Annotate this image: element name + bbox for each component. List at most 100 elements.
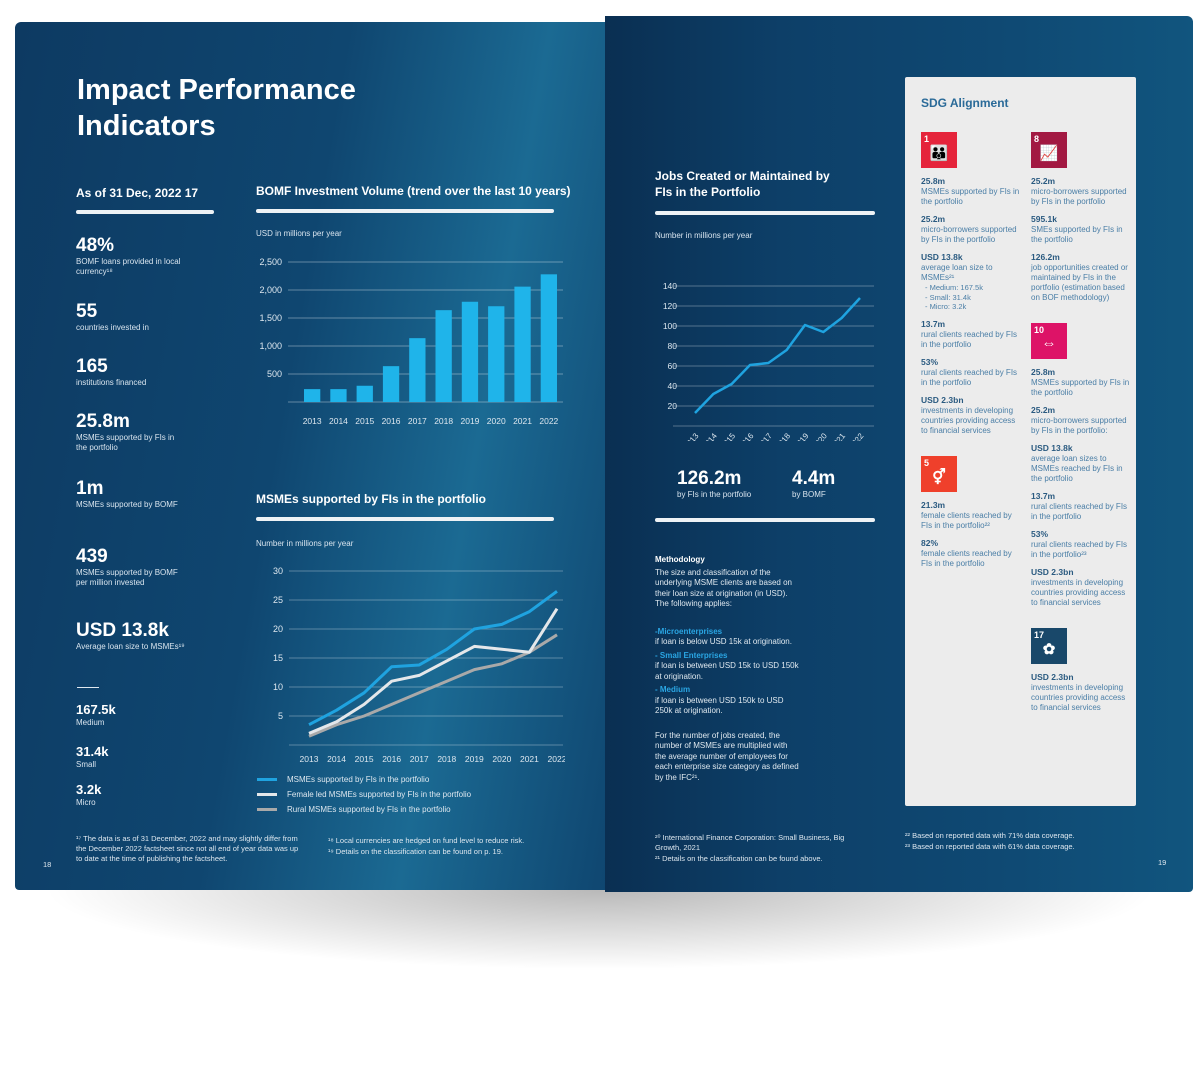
footnote: ¹⁷ The data is as of 31 December, 2022 a… — [76, 834, 299, 863]
sdg-goal-number: 5 — [924, 457, 930, 468]
reduced-inequalities-icon: ⇔ — [1041, 335, 1057, 352]
bar — [356, 385, 373, 402]
legend-swatch — [257, 808, 277, 811]
bar — [514, 286, 531, 402]
sdg-metric: 25.8m MSMEs supported by FIs in the portf… — [1031, 367, 1131, 398]
jobs-chart-unit: Number in millions per year — [655, 231, 753, 240]
sdg-metric-subitem: - Medium: 167.5k — [925, 283, 983, 292]
sdg-metric: USD 13.8k average loan sizes to MSMEs rea… — [1031, 443, 1131, 484]
legend-label: MSMEs supported by FIs in the portfolio — [287, 775, 430, 784]
footnote: ²¹ Details on the classification can be … — [655, 854, 823, 863]
stat-label: Average loan size to MSMEs¹⁹ — [76, 642, 185, 651]
sdg-metric-value: 13.7m — [921, 318, 946, 329]
x-tick-label: 2013 — [682, 431, 701, 441]
sdg-metric: 53% rural clients reached by FIs in the p… — [921, 357, 1021, 388]
jobs-stat: 4.4m by BOMF — [792, 468, 902, 500]
jobs-stat: 126.2m by FIs in the portfolio — [677, 468, 787, 500]
classification-name: - Medium — [655, 685, 691, 694]
sdg-metric: 82% female clients reached by FIs in the … — [921, 538, 1021, 569]
sdg-metric-text: SMEs supported by FIs in the portfolio — [1031, 225, 1123, 244]
sdg-metric-text: investments in developing countries prov… — [921, 405, 1016, 435]
y-tick-label: 40 — [668, 381, 678, 391]
sdg-goal-block: 1 👪 25.8m MSMEs supported by FIs in the por… — [921, 132, 1021, 436]
sdg-goal-number: 1 — [924, 134, 930, 144]
bar-chart-unit: USD in millions per year — [256, 229, 342, 238]
bar — [540, 274, 557, 402]
footnote: ¹⁸ Local currencies are hedged on fund l… — [328, 836, 525, 845]
x-tick-label: 2020 — [487, 416, 506, 426]
x-tick-label: 2017 — [410, 754, 429, 764]
x-tick-label: 2016 — [382, 416, 401, 426]
jobs-stat-label: by FIs in the portfolio — [677, 490, 752, 499]
x-tick-label: 2020 — [811, 431, 830, 441]
classification-text: if loan is between USD 15k to USD 150k a… — [655, 661, 799, 681]
sdg-metric-value: USD 2.3bn — [1031, 672, 1074, 682]
y-tick-label: 30 — [273, 566, 283, 576]
sdg-metric-value: 21.3m — [921, 499, 946, 510]
sdg-metric-value: 25.8m — [921, 176, 946, 186]
legend-label: Rural MSMEs supported by FIs in the port… — [287, 805, 451, 814]
sdg-goal-number: 10 — [1034, 325, 1045, 335]
sdg-metric-text: rural clients reached by FIs in the port… — [921, 329, 1018, 349]
sdg-metric-text: MSMEs supported by FIs in the portfolio — [1031, 378, 1130, 397]
y-tick-label: 2,500 — [259, 257, 282, 267]
x-tick-label: 2014 — [701, 431, 720, 441]
sdg-metric: 126.2m job opportunities created or maint… — [1031, 252, 1131, 303]
classification-item: - Medium if loan is between USD 150k to U… — [655, 685, 800, 717]
divider — [256, 209, 554, 213]
methodology-heading: Methodology — [655, 555, 705, 564]
bar — [461, 301, 479, 402]
sdg-metric: 25.2m micro-borrowers supported by FIs in… — [1031, 405, 1131, 436]
classification-list: -Microenterprises if loan is below USD 15… — [655, 627, 800, 717]
left-page: Impact Performance Indicators As of 31 D… — [15, 22, 607, 890]
sdg-metric-value: 53% — [1031, 529, 1049, 539]
jobs-chart-title: Jobs Created or Maintained by FIs in the… — [655, 169, 830, 199]
sdg-metric-subitem: - Small: 31.4k — [925, 292, 971, 302]
sdg-goal-number: 8 — [1034, 134, 1040, 144]
sdg-metric-value: 126.2m — [1031, 252, 1060, 262]
sdg-goal-block: 8 📈 25.2m micro-borrowers supported by FIs … — [1031, 132, 1131, 303]
x-tick-label: 2019 — [465, 754, 484, 764]
sdg-metric: 53% rural clients reached by FIs in the p… — [1031, 529, 1131, 560]
sdg-metric: USD 2.3bn investments in developing count… — [921, 395, 1021, 436]
x-tick-label: 2013 — [300, 754, 319, 764]
x-tick-label: 2013 — [303, 416, 322, 426]
legend-label: Female led MSMEs supported by FIs in the… — [287, 790, 472, 799]
investment-volume-bar-chart: 500 1,000 1,500 2,000 2,500 2013 2014 2015 2016 2… — [259, 257, 563, 426]
sdg-metric-value: 25.2m — [1031, 176, 1056, 186]
divider — [77, 687, 99, 688]
y-tick-label: 80 — [668, 341, 678, 351]
bar — [382, 366, 400, 402]
x-tick-label: 2017 — [756, 431, 775, 441]
sdg-metric-value: 82% — [921, 537, 939, 548]
sdg-metric-text: micro-borrowers supported by FIs in the … — [1031, 187, 1127, 206]
loan-size-value: 3.2k — [76, 782, 102, 797]
sdg-goal-tile: 8 📈 — [1031, 132, 1067, 168]
sdg-metric: 25.2m micro-borrowers supported by FIs in… — [1031, 176, 1131, 207]
x-tick-label: 2021 — [513, 416, 532, 426]
legend-item: Rural MSMEs supported by FIs in the port… — [257, 802, 471, 817]
gender-equality-icon: ⚥ — [932, 468, 946, 486]
stat-label: MSMEs supported by BOMF — [76, 500, 178, 509]
brochure-shadow — [40, 880, 1160, 970]
stat-item: 48% BOMF loans provided in local currency… — [76, 235, 186, 277]
loan-size-item: 3.2k Micro — [76, 782, 186, 808]
loan-size-label: Small — [76, 760, 97, 769]
sdg-metric: 13.7m rural clients reached by FIs in the… — [1031, 491, 1131, 522]
sdg-goal-tile: 10 ⇔ — [1031, 323, 1067, 359]
classification-item: -Microenterprises if loan is below USD 15… — [655, 627, 800, 648]
x-tick-label: 2019 — [460, 416, 479, 426]
people-icon: 👪 — [929, 145, 949, 162]
x-tick-label: 2015 — [355, 754, 374, 764]
divider — [655, 518, 875, 522]
x-tick-label: 2021 — [829, 431, 848, 441]
footnote: ²³ Based on reported data with 61% data … — [905, 842, 1075, 851]
sdg-metric-value: 25.2m — [1031, 405, 1056, 415]
series-line — [308, 633, 558, 738]
stat-item: USD 13.8k Average loan size to MSMEs¹⁹ — [76, 620, 186, 652]
stat-label: institutions financed — [76, 378, 147, 387]
x-tick-label: 2018 — [434, 416, 453, 426]
methodology: Methodology The size and classification … — [655, 555, 800, 783]
stat-item: 25.8m MSMEs supported by FIs in the portf… — [76, 411, 186, 453]
y-tick-label: 10 — [273, 682, 283, 692]
